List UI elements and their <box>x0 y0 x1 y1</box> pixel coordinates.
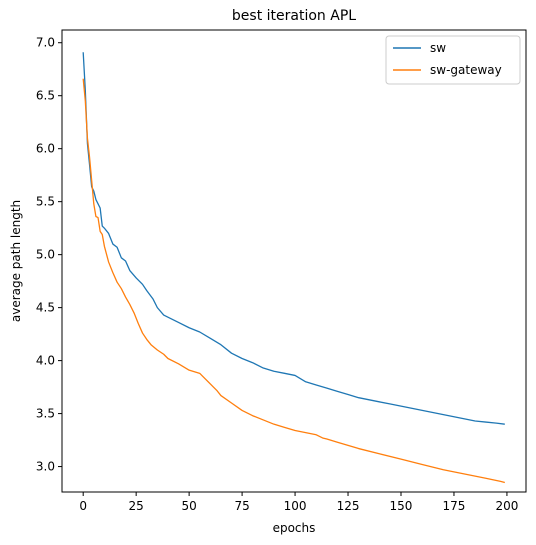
y-axis-label: average path length <box>9 200 23 322</box>
x-axis-label: epochs <box>273 521 316 535</box>
y-tick-label: 3.0 <box>36 460 55 474</box>
y-tick-label: 3.5 <box>36 407 55 421</box>
y-tick-label: 6.0 <box>36 142 55 156</box>
plot-area <box>82 52 505 484</box>
y-tick-label: 5.5 <box>36 195 55 209</box>
x-tick-label: 25 <box>129 499 144 513</box>
x-tick-label: 200 <box>495 499 518 513</box>
x-tick-label: 0 <box>79 499 87 513</box>
series-line-sw <box>82 52 505 425</box>
x-tick-label: 175 <box>443 499 466 513</box>
y-axis: 3.0 3.5 4.0 4.5 5.0 5.5 6.0 6.5 7.0 <box>36 36 62 474</box>
x-tick-label: 125 <box>337 499 360 513</box>
y-tick-label: 6.5 <box>36 89 55 103</box>
legend: sw sw-gateway <box>385 35 521 85</box>
x-tick-label: 75 <box>234 499 249 513</box>
y-tick-label: 4.5 <box>36 301 55 315</box>
x-tick-label: 150 <box>390 499 413 513</box>
y-tick-label: 4.0 <box>36 354 55 368</box>
x-tick-label: 50 <box>181 499 196 513</box>
y-tick-label: 7.0 <box>36 36 55 50</box>
axes-frame <box>61 29 527 493</box>
chart-title: best iteration APL <box>232 8 356 24</box>
y-tick-label: 5.0 <box>36 248 55 262</box>
legend-label-sw-gateway: sw-gateway <box>430 63 502 77</box>
series-line-sw-gateway <box>82 78 505 484</box>
legend-label-sw: sw <box>430 41 446 55</box>
x-tick-label: 100 <box>284 499 307 513</box>
x-axis: 0 25 50 75 100 125 150 175 200 <box>79 492 518 513</box>
